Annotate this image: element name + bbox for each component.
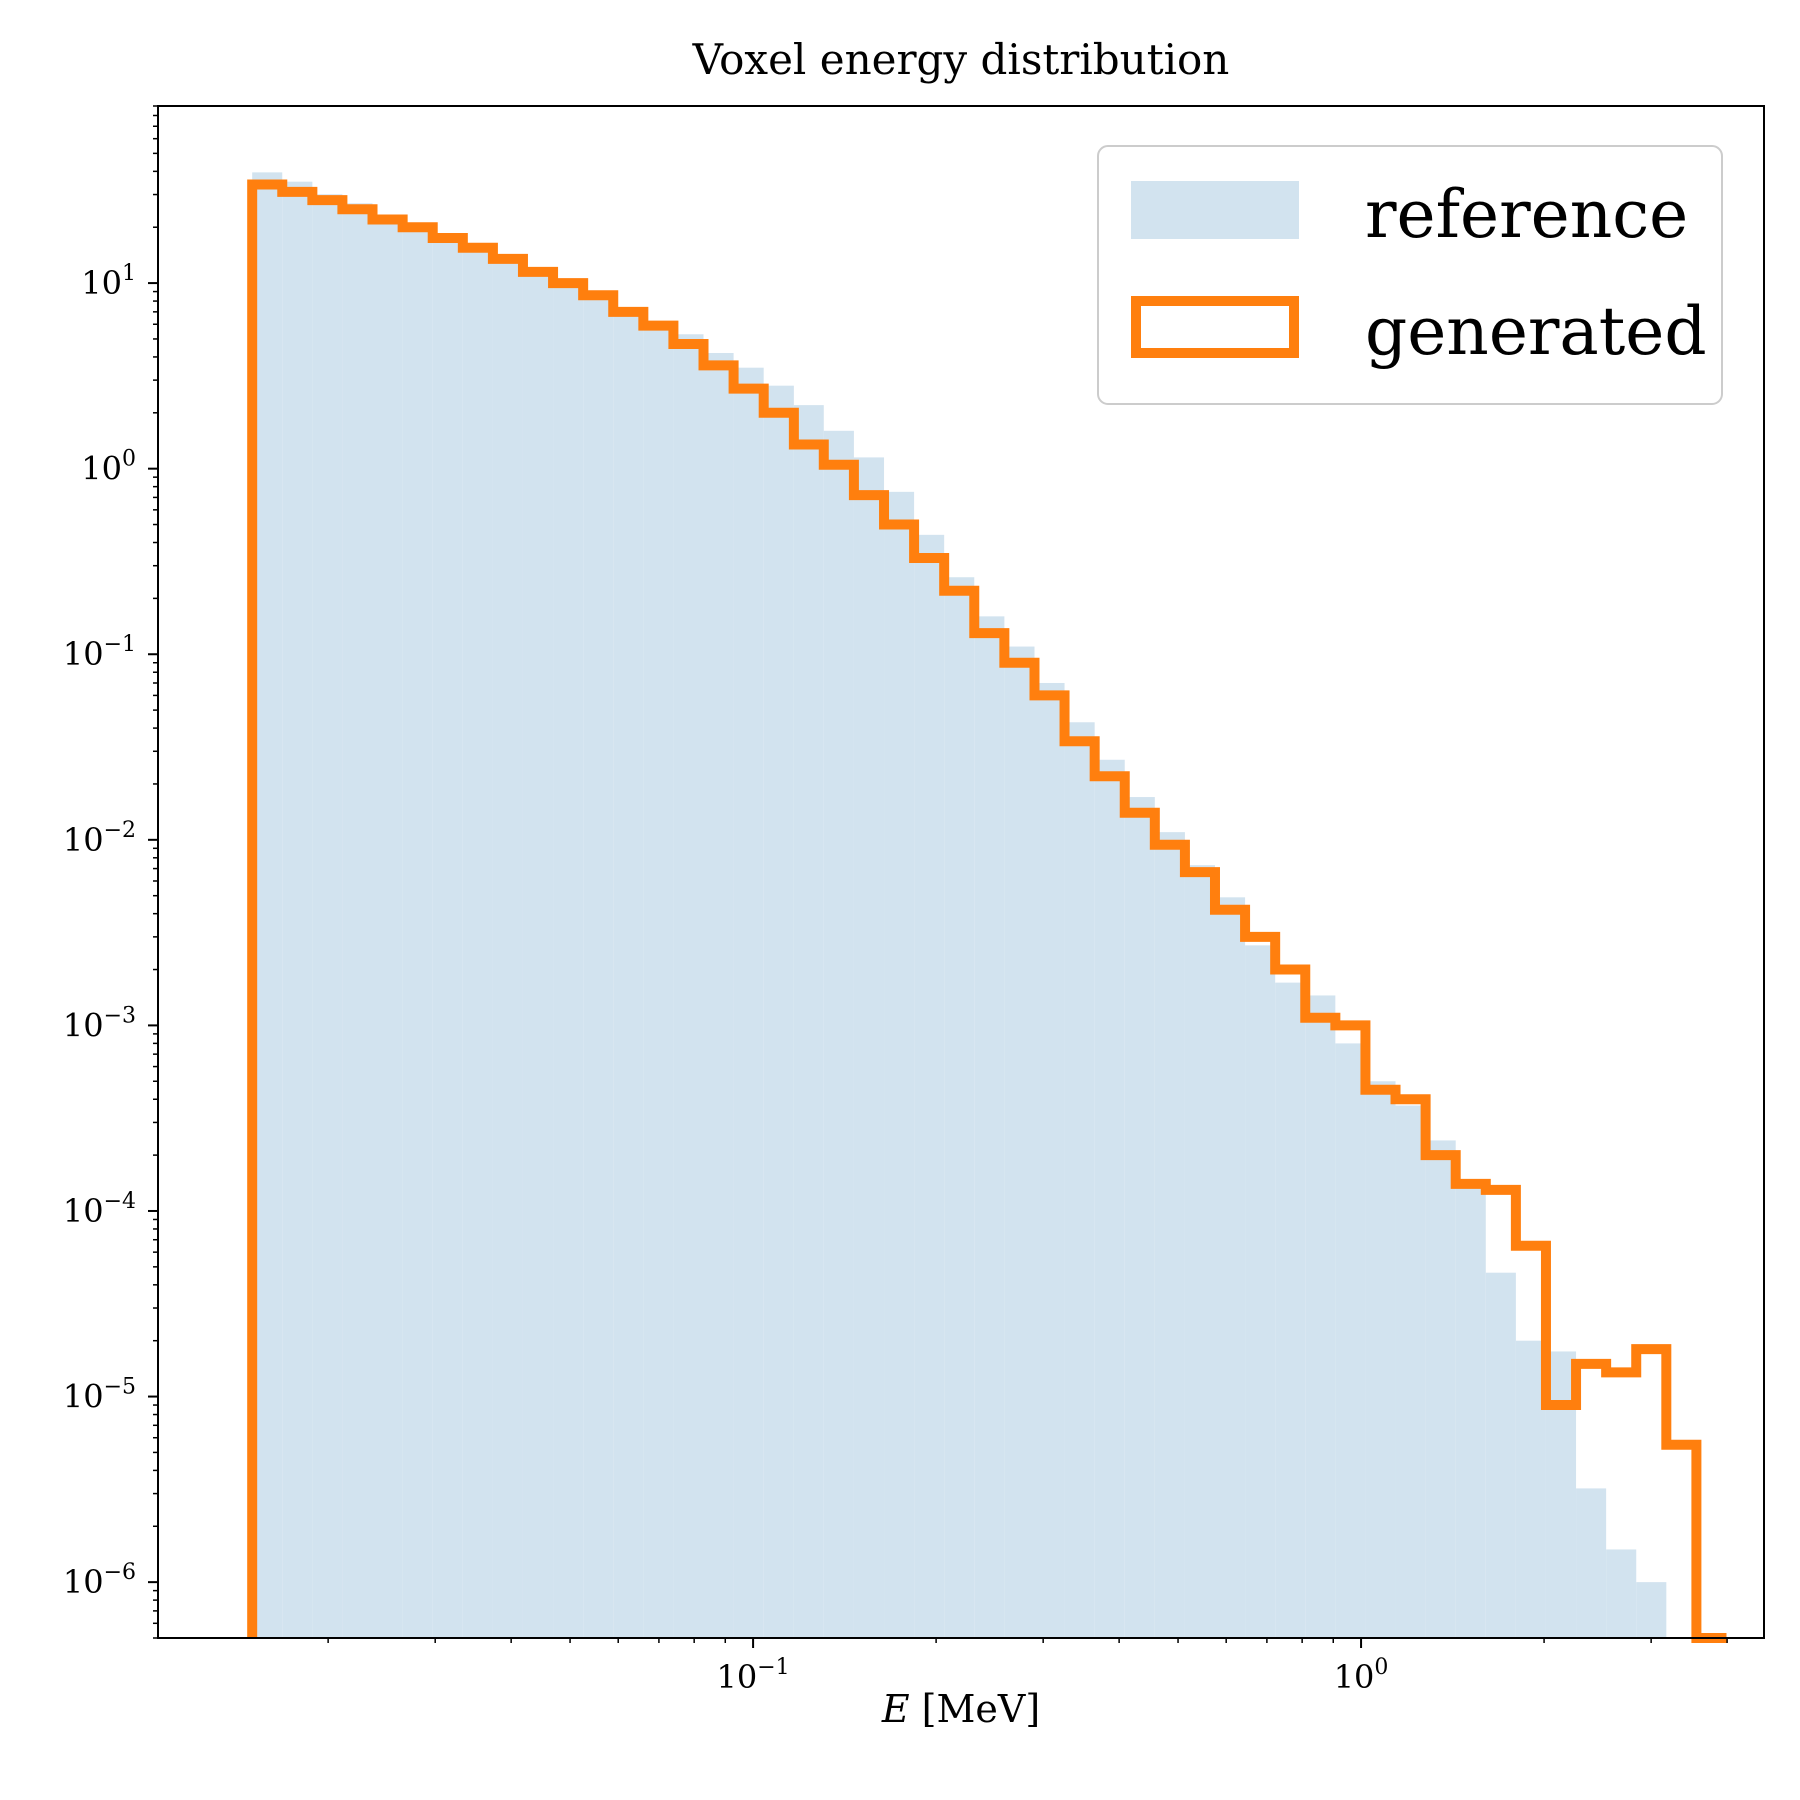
reference-bar [1576,1488,1607,1638]
reference-bar [1245,945,1276,1638]
reference-bar [1365,1081,1396,1638]
reference-bar [853,457,885,1639]
reference-bar [252,172,283,1639]
reference-bar [583,297,614,1638]
reference-bar [1545,1351,1577,1638]
reference-bar [1606,1549,1637,1638]
y-tick-label: 101 [81,261,136,302]
legend-generated-swatch [1131,296,1299,358]
plot-frame [157,105,1765,1639]
reference-bar [282,181,313,1638]
y-tick-label: 10−6 [63,1560,136,1601]
reference-bar [1515,1340,1546,1638]
x-tick-label: 100 [1334,1655,1389,1696]
reference-bar [944,577,975,1638]
reference-bar [312,194,343,1639]
x-axis-unit: [MeV] [910,1687,1041,1731]
reference-bar [914,534,945,1639]
reference-bar [522,271,554,1639]
chart-title: Voxel energy distribution [692,35,1230,84]
reference-bar [402,223,433,1639]
legend-reference-label: reference [1365,176,1688,253]
reference-bar [1214,897,1246,1638]
reference-bar [1154,832,1185,1638]
generated-step-line [247,179,1727,1643]
reference-bar [1305,995,1336,1638]
reference-bar [884,491,915,1638]
generated-series [247,179,1727,1643]
reference-bar [462,247,493,1638]
reference-bar [1034,682,1065,1638]
y-tick-label: 10−5 [63,1375,136,1416]
y-tick-label: 10−3 [63,1003,136,1044]
x-tick-label: 10−1 [717,1655,790,1696]
y-tick-label: 10−1 [63,632,136,673]
x-axis-symbol: E [881,1687,910,1731]
reference-bar [1636,1582,1667,1638]
y-tick-label: 10−2 [63,818,136,859]
reference-bar [823,430,854,1638]
reference-bar [1184,865,1215,1638]
reference-bar [342,203,373,1639]
reference-bar [432,235,463,1638]
reference-bar [673,334,704,1639]
x-axis-label: E [MeV] [881,1687,1040,1731]
reference-bar [492,260,523,1639]
axis-ticks [148,105,1728,1648]
reference-bar [1064,722,1095,1638]
reference-bar [703,353,734,1638]
reference-bar [613,309,644,1639]
reference-bar [553,284,584,1638]
reference-bar [1335,1043,1366,1638]
reference-bar [733,367,764,1638]
reference-bar [1004,646,1035,1638]
legend-reference-swatch [1131,181,1299,239]
reference-bar [1094,759,1125,1638]
legend-generated-label: generated [1365,293,1707,370]
reference-bar [1485,1272,1516,1638]
reference-bar [763,385,794,1639]
reference-bar [793,405,824,1638]
y-tick-label: 100 [81,447,136,488]
reference-series [252,172,1667,1639]
reference-bar [643,321,674,1638]
y-tick-label: 10−4 [63,1189,136,1230]
axis-tick-labels: 10−1 100 101 100 10−1 10−2 10−3 10−4 10−5 10−6 [63,261,1389,1696]
legend: reference generated [1097,145,1723,405]
reference-bar [1124,797,1155,1638]
reference-bar [372,214,403,1638]
reference-bar [1275,982,1306,1638]
reference-bar [1425,1140,1456,1638]
reference-bar [1455,1183,1486,1638]
reference-bar [974,616,1005,1638]
reference-bar [1395,1105,1426,1638]
